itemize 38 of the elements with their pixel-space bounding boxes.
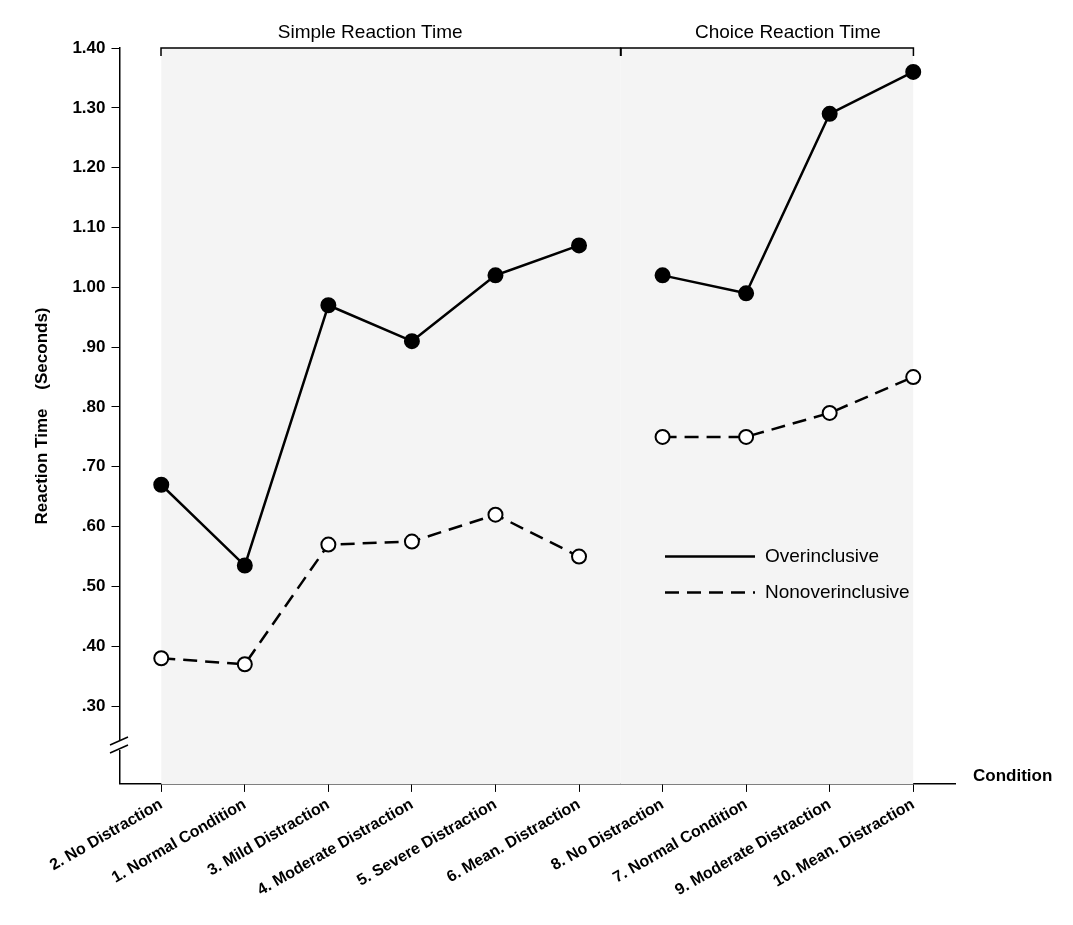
point	[738, 428, 755, 445]
point	[571, 548, 588, 565]
point	[821, 404, 838, 421]
y-tick-label: .90	[81, 336, 106, 356]
point	[821, 105, 838, 122]
legend-label: Nonoverinclusive	[765, 580, 910, 602]
y-tick-label: .40	[81, 635, 106, 655]
point	[403, 533, 420, 550]
point	[738, 285, 755, 302]
y-tick-label: 1.40	[72, 37, 106, 57]
y-tick-label: 1.30	[72, 97, 106, 117]
point	[320, 297, 337, 314]
y-tick-label: 1.10	[72, 217, 106, 237]
point	[236, 557, 253, 574]
y-tick-label: .80	[81, 396, 106, 416]
point	[403, 333, 420, 350]
point	[487, 506, 504, 523]
point	[487, 267, 504, 284]
point	[654, 428, 671, 445]
point	[654, 267, 671, 284]
point	[320, 536, 337, 553]
y-tick-label: .30	[81, 695, 106, 715]
point	[236, 656, 253, 673]
x-axis-title: Condition	[973, 765, 1053, 785]
legend-label: Overinclusive	[765, 544, 880, 566]
point	[905, 369, 922, 386]
point	[571, 237, 588, 254]
y-tick-label: 1.20	[72, 157, 106, 177]
band-label: Simple Reaction Time	[277, 20, 463, 42]
y-tick-label: .60	[81, 516, 106, 536]
point	[153, 476, 170, 493]
y-tick-label: .50	[81, 576, 106, 596]
y-tick-label: 1.00	[72, 277, 106, 297]
point	[153, 650, 170, 667]
y-axis-title: Reaction Time (Seconds)	[31, 307, 51, 525]
y-tick-label: .70	[81, 456, 106, 476]
band-label: Choice Reaction Time	[694, 20, 881, 42]
point	[905, 63, 922, 80]
